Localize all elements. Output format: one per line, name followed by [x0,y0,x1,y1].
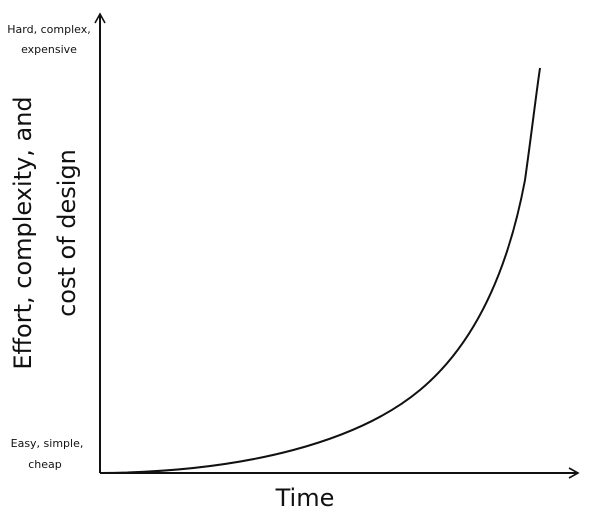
y-bottom-label: Easy, simple, [11,437,84,450]
y-axis-label: cost of design [53,149,81,317]
y-top-label: Hard, complex, [7,23,90,36]
y-top-label: expensive [21,43,77,56]
y-bottom-label: cheap [28,458,62,471]
growth-curve [99,67,541,474]
x-axis-label: Time [275,484,335,512]
y-axis-label: Effort, complexity, and [9,96,37,369]
